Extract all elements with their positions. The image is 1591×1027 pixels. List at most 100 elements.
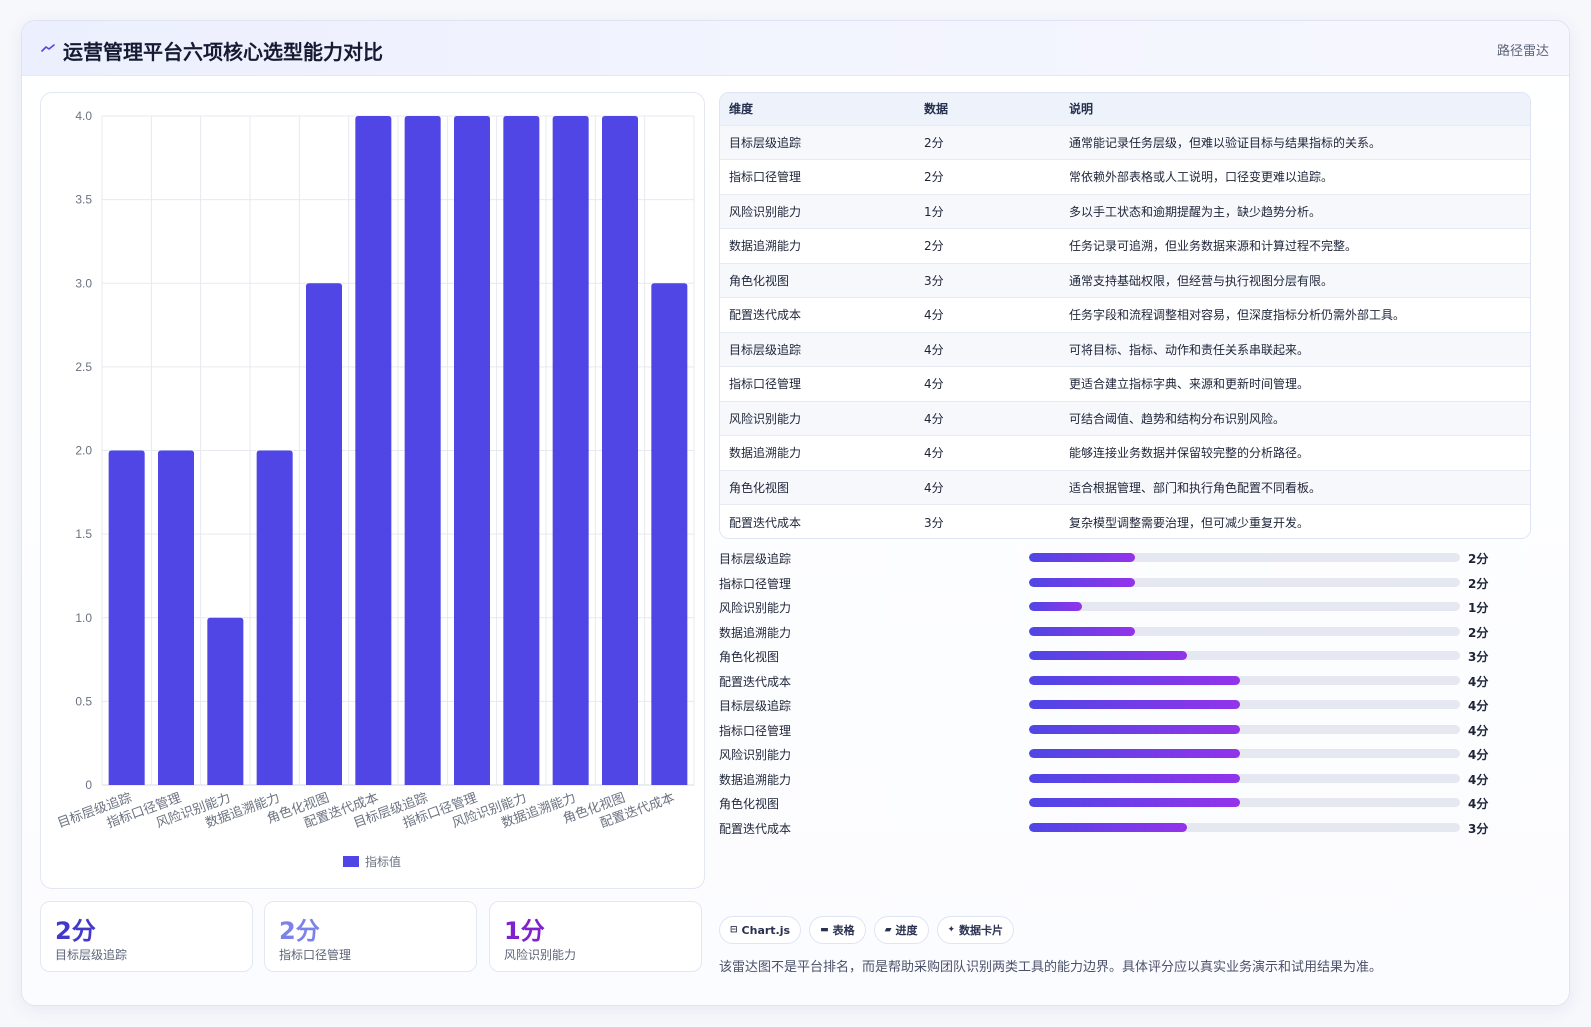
progress-label: 角色化视图 xyxy=(719,650,780,664)
table-cell-dimension: 指标口径管理 xyxy=(729,170,802,185)
progress-fill xyxy=(1029,651,1188,660)
progress-fill xyxy=(1029,675,1241,685)
progress-label: 角色化视图 xyxy=(719,797,780,811)
stat-value: 2分 xyxy=(55,917,96,945)
table-cell-dimension: 目标层级追踪 xyxy=(729,135,802,150)
table-cell-description: 任务字段和流程调整相对容易，但深度指标分析仍需外部工具。 xyxy=(1069,308,1406,323)
chip-chart[interactable]: ⊟ Chart.js xyxy=(719,916,802,944)
progress-row: 数据追溯能力 2分 xyxy=(719,620,1531,645)
table-cell-score: 4分 xyxy=(924,342,944,357)
progress-fill xyxy=(1029,773,1241,783)
table-cell-description: 复杂模型调整需要治理，但可减少重复开发。 xyxy=(1069,515,1310,530)
chip-table[interactable]: ▬ 表格 xyxy=(809,916,866,944)
progress-track xyxy=(1029,577,1460,587)
bar xyxy=(256,450,293,785)
progress-value: 4分 xyxy=(1468,748,1489,762)
progress-track xyxy=(1029,651,1460,660)
chip-row: ⊟ Chart.js ▬ 表格 ▰ 进度 ✦ 数据卡片 xyxy=(719,916,1015,944)
bar xyxy=(404,116,441,785)
table-cell-description: 常依赖外部表格或人工说明，口径变更难以追踪。 xyxy=(1069,170,1334,185)
y-tick-label: 1.0 xyxy=(75,611,92,625)
bar xyxy=(108,450,145,785)
progress-fill xyxy=(1029,577,1135,587)
progress-track xyxy=(1029,602,1460,611)
table-cell-dimension: 目标层级追踪 xyxy=(729,342,802,357)
table-cell-dimension: 角色化视图 xyxy=(729,480,790,495)
bar xyxy=(207,617,244,785)
legend-label: 指标值 xyxy=(365,854,401,869)
chart-icon: ⊟ xyxy=(730,925,738,935)
table-row: 目标层级追踪 2分 通常能记录任务层级，但难以验证目标与结果指标的关系。 xyxy=(720,125,1530,160)
progress-value: 4分 xyxy=(1468,797,1489,811)
table-cell-score: 4分 xyxy=(924,377,944,392)
bar xyxy=(552,116,589,785)
bar xyxy=(503,116,540,785)
progress-fill xyxy=(1029,724,1241,734)
table-row: 风险识别能力 1分 多以手工状态和逾期提醒为主，缺少趋势分析。 xyxy=(720,194,1530,229)
chip-label: 数据卡片 xyxy=(959,924,1004,937)
progress-row: 配置迭代成本 4分 xyxy=(719,669,1531,694)
bar-chart: 00.51.01.52.02.53.03.54.0目标层级追踪指标口径管理风险识… xyxy=(55,109,695,869)
legend-swatch xyxy=(343,856,359,867)
progress-value: 4分 xyxy=(1468,699,1489,713)
stat-label: 风险识别能力 xyxy=(504,948,577,962)
progress-label: 数据追溯能力 xyxy=(719,625,792,640)
table-cell-score: 2分 xyxy=(924,170,944,185)
bar xyxy=(651,283,688,785)
progress-row: 目标层级追踪 2分 xyxy=(719,546,1531,571)
y-tick-label: 4.0 xyxy=(75,109,92,123)
progress-value: 4分 xyxy=(1468,674,1489,689)
table-cell-dimension: 数据追溯能力 xyxy=(729,239,802,254)
table-header-description: 说明 xyxy=(1069,102,1094,117)
table-cell-score: 3分 xyxy=(924,273,944,288)
table-cell-description: 通常能记录任务层级，但难以验证目标与结果指标的关系。 xyxy=(1069,135,1382,150)
progress-track xyxy=(1029,675,1460,685)
progress-fill xyxy=(1029,700,1241,709)
stat-value: 1分 xyxy=(504,917,545,945)
table-cell-dimension: 风险识别能力 xyxy=(729,204,802,219)
progress-label: 风险识别能力 xyxy=(719,601,792,615)
progress-label: 指标口径管理 xyxy=(719,723,792,738)
progress-fill xyxy=(1029,822,1188,832)
progress-label: 目标层级追踪 xyxy=(719,552,792,566)
progress-track xyxy=(1029,626,1460,636)
progress-track xyxy=(1029,822,1460,832)
progress-label: 数据追溯能力 xyxy=(719,772,792,787)
table-row: 目标层级追踪 4分 可将目标、指标、动作和责任关系串联起来。 xyxy=(720,332,1530,367)
table-cell-description: 能够连接业务数据并保留较完整的分析路径。 xyxy=(1069,446,1310,461)
table-row: 指标口径管理 4分 更适合建立指标字典、来源和更新时间管理。 xyxy=(720,366,1530,401)
table-cell-dimension: 配置迭代成本 xyxy=(729,308,802,323)
sparkle-icon: ✦ xyxy=(947,925,956,935)
table-cell-description: 任务记录可追溯，但业务数据来源和计算过程不完整。 xyxy=(1069,239,1358,254)
progress-value: 2分 xyxy=(1468,625,1489,640)
progress-value: 3分 xyxy=(1468,650,1489,664)
stat-card: 2分 目标层级追踪 xyxy=(40,901,253,972)
table-header-data: 数据 xyxy=(924,102,949,117)
progress-row: 角色化视图 3分 xyxy=(719,644,1531,669)
progress-icon: ▰ xyxy=(884,925,892,935)
table-header-row: 维度 数据 说明 xyxy=(720,93,1530,125)
table-row: 数据追溯能力 2分 任务记录可追溯，但业务数据来源和计算过程不完整。 xyxy=(720,228,1530,263)
table-row: 角色化视图 4分 适合根据管理、部门和执行角色配置不同看板。 xyxy=(720,470,1530,505)
table-cell-dimension: 角色化视图 xyxy=(729,273,790,288)
chip-sparkle[interactable]: ✦ 数据卡片 xyxy=(936,916,1015,944)
progress-fill xyxy=(1029,602,1082,611)
y-tick-label: 3.0 xyxy=(75,276,92,290)
progress-value: 3分 xyxy=(1468,821,1489,836)
progress-label: 指标口径管理 xyxy=(719,576,792,591)
progress-label: 配置迭代成本 xyxy=(719,674,792,689)
y-tick-label: 0.5 xyxy=(75,694,92,708)
chip-progress[interactable]: ▰ 进度 xyxy=(873,916,929,944)
progress-track xyxy=(1029,553,1460,562)
table-cell-score: 4分 xyxy=(924,480,944,495)
table-cell-score: 2分 xyxy=(924,239,944,254)
progress-row: 目标层级追踪 4分 xyxy=(719,693,1531,718)
table-cell-score: 3分 xyxy=(924,515,944,530)
chip-label: 进度 xyxy=(895,924,918,937)
bar xyxy=(601,116,639,785)
stat-value: 2分 xyxy=(279,917,320,945)
table-cell-score: 1分 xyxy=(924,204,944,219)
table-row: 风险识别能力 4分 可结合阈值、趋势和结构分布识别风险。 xyxy=(720,401,1530,436)
progress-track xyxy=(1029,773,1460,783)
progress-track xyxy=(1029,749,1460,758)
